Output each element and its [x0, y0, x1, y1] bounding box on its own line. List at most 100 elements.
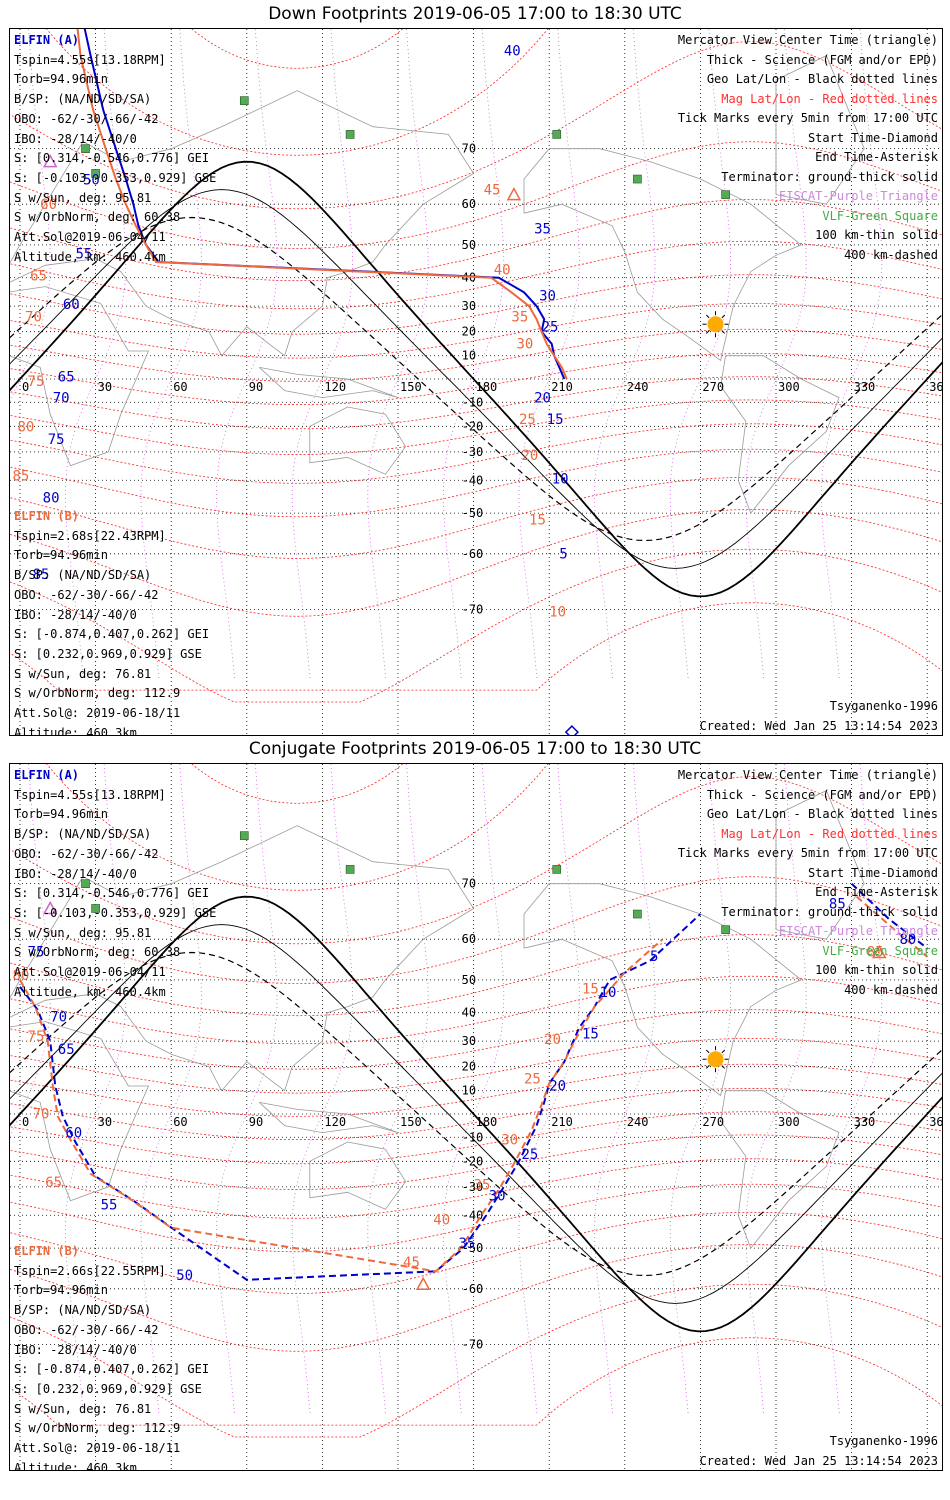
elfin-b-param: OBO: -62/-30/-66/-42: [14, 587, 159, 602]
track-tick-label: 80: [899, 932, 916, 948]
track-tick-label: 45: [484, 183, 501, 199]
elfin-a-param: S: [-0.103,-0.353,0.929] GSE: [14, 905, 217, 920]
elfin-a-param: S: [0.314,-0.546,0.776] GEI: [14, 151, 210, 166]
track-tick-label: 40: [433, 1213, 450, 1229]
track-tick-label: 5: [650, 949, 658, 965]
elfin-b-param: Torb=94.96min: [14, 548, 108, 563]
axis-labels: 0 30 60 90 120 150 180 210 240 270 300 330 360 70 60 50…: [22, 877, 942, 1352]
sun-disc: [707, 1051, 724, 1068]
lon-tick-label: 60: [173, 1115, 187, 1129]
coastline: [259, 367, 399, 399]
geo-grid: [10, 764, 942, 1470]
field-model-label: Tsyganenko-1996: [829, 1434, 938, 1448]
sun-ray: [705, 314, 710, 319]
down-panel-title: Down Footprints 2019-06-05 17:00 to 18:3…: [268, 4, 682, 24]
legend-entry: Tick Marks every 5min from 17:00 UTC: [677, 111, 938, 125]
lat-tick-label: -20: [462, 419, 484, 433]
track-tick-label: 10: [600, 985, 617, 1001]
mag-latitude-line: [10, 1111, 942, 1165]
elfin-a-param: IBO: -28/14/-40/0: [14, 131, 137, 146]
mag-latitude-line: [10, 876, 942, 984]
lat-tick-label: -10: [462, 395, 484, 409]
track-tick-label: 55: [75, 247, 92, 263]
legend-entry: EISCAT-Purple Triangle: [779, 924, 938, 938]
lat-tick-label: -30: [462, 445, 484, 459]
coastline: [775, 55, 865, 205]
lon-tick-label: 120: [324, 380, 346, 394]
vlf-station-marker: [345, 865, 355, 874]
track-tick-label: 35: [458, 1236, 475, 1252]
track-tick-label: 80: [17, 419, 34, 435]
mag-latitude-line: [10, 548, 942, 703]
lon-tick-label: 150: [400, 380, 422, 394]
lat-tick-label: 70: [462, 142, 476, 156]
legend-entry: Terminator: ground-thick solid: [721, 904, 938, 919]
track-tick-label: 35: [511, 310, 528, 326]
elfin-a-param: S w/Sun, deg: 95.81: [14, 925, 152, 940]
mag-meridian-line: [64, 29, 127, 679]
elfin-b-param: S: [-0.874,0.407,0.262] GEI: [14, 1362, 210, 1377]
vlf-station-marker: [81, 144, 90, 153]
lat-tick-label: 60: [462, 932, 476, 946]
lat-tick-label: 30: [462, 1034, 476, 1048]
elfin-a-name: ELFIN (A): [14, 33, 80, 47]
mag-meridian-line: [442, 764, 505, 1414]
lon-tick-label: 270: [702, 380, 724, 394]
track-tick-label: 25: [542, 320, 559, 336]
track-tick-label: 85: [33, 567, 50, 583]
elfin-a-param: OBO: -62/-30/-66/-42: [14, 846, 159, 861]
elfin-b-param: S w/Sun, deg: 76.81: [14, 666, 152, 681]
sun-icon: [702, 311, 729, 338]
mag-meridian-line: [518, 764, 580, 1414]
sun-ray: [721, 1049, 726, 1054]
mag-meridian-line: [367, 764, 429, 1414]
mag-latitude-line: [10, 376, 942, 430]
center-time-triangle: [42, 154, 58, 168]
elfin-b-param: B/SP: (NA/ND/SD/SA): [14, 568, 152, 583]
track-tick-label: 40: [504, 44, 521, 60]
elfin-a-param: Altitude, km: 460.4km: [14, 249, 166, 264]
elfin-b-param: S: [0.232,0.969,0.929] GSE: [14, 1381, 202, 1396]
mag-latitude-line: [10, 509, 942, 617]
mag-latitude-line: [10, 1063, 942, 1117]
mag-meridian-line: [10, 29, 51, 403]
coastline: [775, 790, 865, 940]
coastlines: [10, 55, 865, 514]
mag-meridian-line: [594, 29, 656, 679]
sun-ray: [705, 330, 710, 334]
sun-ray: [705, 1049, 710, 1054]
track-tick-label: 5: [559, 547, 567, 563]
vlf-station-marker: [239, 831, 249, 840]
lon-tick-label: 60: [173, 380, 187, 394]
lon-tick-label: 210: [551, 1115, 573, 1129]
coastline: [720, 355, 840, 514]
mag-meridian-line: [669, 764, 732, 1414]
lon-tick-label: 0: [22, 1115, 29, 1129]
elfin-b-param: IBO: -28/14/-40/0: [14, 1342, 137, 1357]
footprint-track-a: [19, 913, 702, 1281]
legend-entry: Geo Lat/Lon - Black dotted lines: [706, 72, 938, 86]
lat-tick-label: -60: [462, 547, 484, 561]
elfin-b-name: ELFIN (B): [14, 509, 80, 523]
coastline: [10, 825, 475, 1092]
lat-tick-label: -40: [462, 1208, 484, 1222]
elfin-a-param: S w/OrbNorm, deg: 60.38: [14, 210, 181, 225]
mag-meridian-line: [291, 29, 354, 679]
coastlines: [10, 790, 865, 1249]
elfin-b-param: B/SP: (NA/ND/SD/SA): [14, 1303, 152, 1318]
mag-meridian-line: [820, 29, 883, 679]
mag-meridian-line: [518, 29, 580, 679]
track-tick-label: 75: [28, 374, 45, 390]
mag-latitude-line: [10, 1337, 942, 1426]
lon-tick-label: 240: [627, 1115, 649, 1129]
footprint-track-b: [76, 29, 568, 380]
lon-tick-label: 300: [778, 380, 800, 394]
sun-ray: [721, 330, 726, 334]
terminator: [10, 895, 942, 1333]
terminator: [10, 160, 942, 598]
sun-ray: [705, 1065, 710, 1069]
track-tick-label: 65: [58, 369, 75, 385]
mag-meridian-line: [10, 764, 51, 1138]
terminator-ground: [10, 160, 942, 598]
track-tick-label: 45: [403, 1255, 420, 1271]
